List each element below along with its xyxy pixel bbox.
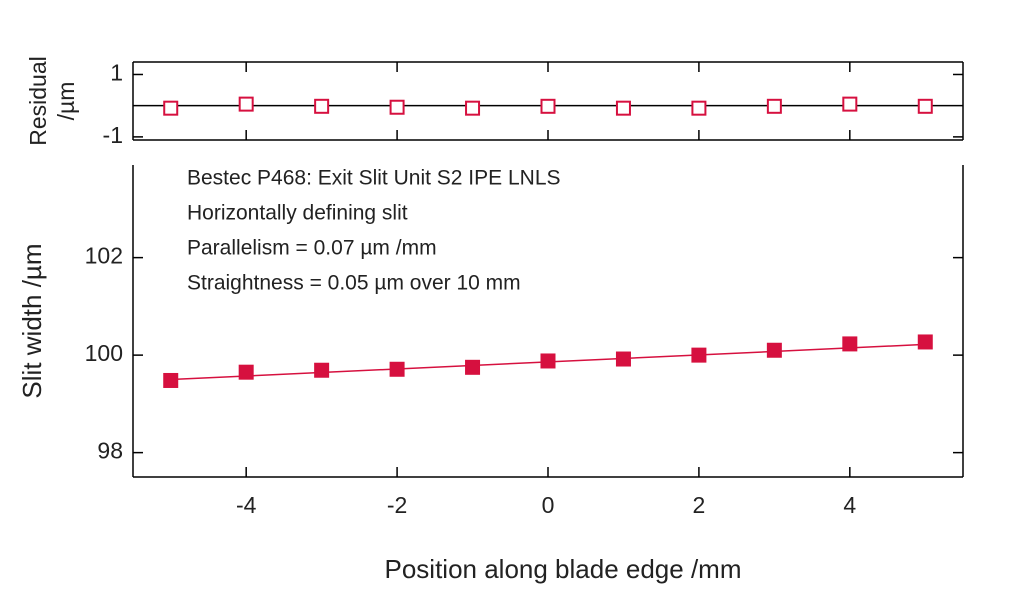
marker [615,100,631,116]
x-tick-label: 0 [542,492,555,518]
marker [465,359,481,375]
marker [389,99,405,115]
annotation: Bestec P468: Exit Slit Unit S2 IPE LNLS [187,167,561,190]
y-axis-label: Residual [25,56,51,146]
marker [766,98,782,114]
marker [540,353,556,369]
y-tick-label: 100 [85,340,123,366]
y-tick-label: 102 [85,243,123,269]
x-tick-label: -2 [387,492,407,518]
y-tick-label: 98 [97,438,123,464]
x-axis-label: Position along blade edge /mm [384,554,741,584]
annotation: Horizontally defining slit [187,202,408,225]
marker [314,362,330,378]
marker [238,364,254,380]
annotation: Straightness = 0.05 µm over 10 mm [187,272,521,295]
marker [842,336,858,352]
marker [163,372,179,388]
marker [163,100,179,116]
marker [465,100,481,116]
y-axis-label: Slit width /µm [17,243,47,398]
marker [238,96,254,112]
marker [691,100,707,116]
annotation: Parallelism = 0.07 µm /mm [187,237,437,260]
marker [917,98,933,114]
marker [615,351,631,367]
marker [540,98,556,114]
marker [314,98,330,114]
x-tick-label: 4 [843,492,856,518]
y-axis-label: /µm [53,82,79,121]
marker [691,347,707,363]
marker [389,361,405,377]
marker [766,342,782,358]
marker [842,96,858,112]
x-tick-label: 2 [693,492,706,518]
y-tick-label: -1 [103,122,123,148]
marker [917,334,933,350]
y-tick-label: 1 [110,60,123,86]
x-tick-label: -4 [236,492,257,518]
